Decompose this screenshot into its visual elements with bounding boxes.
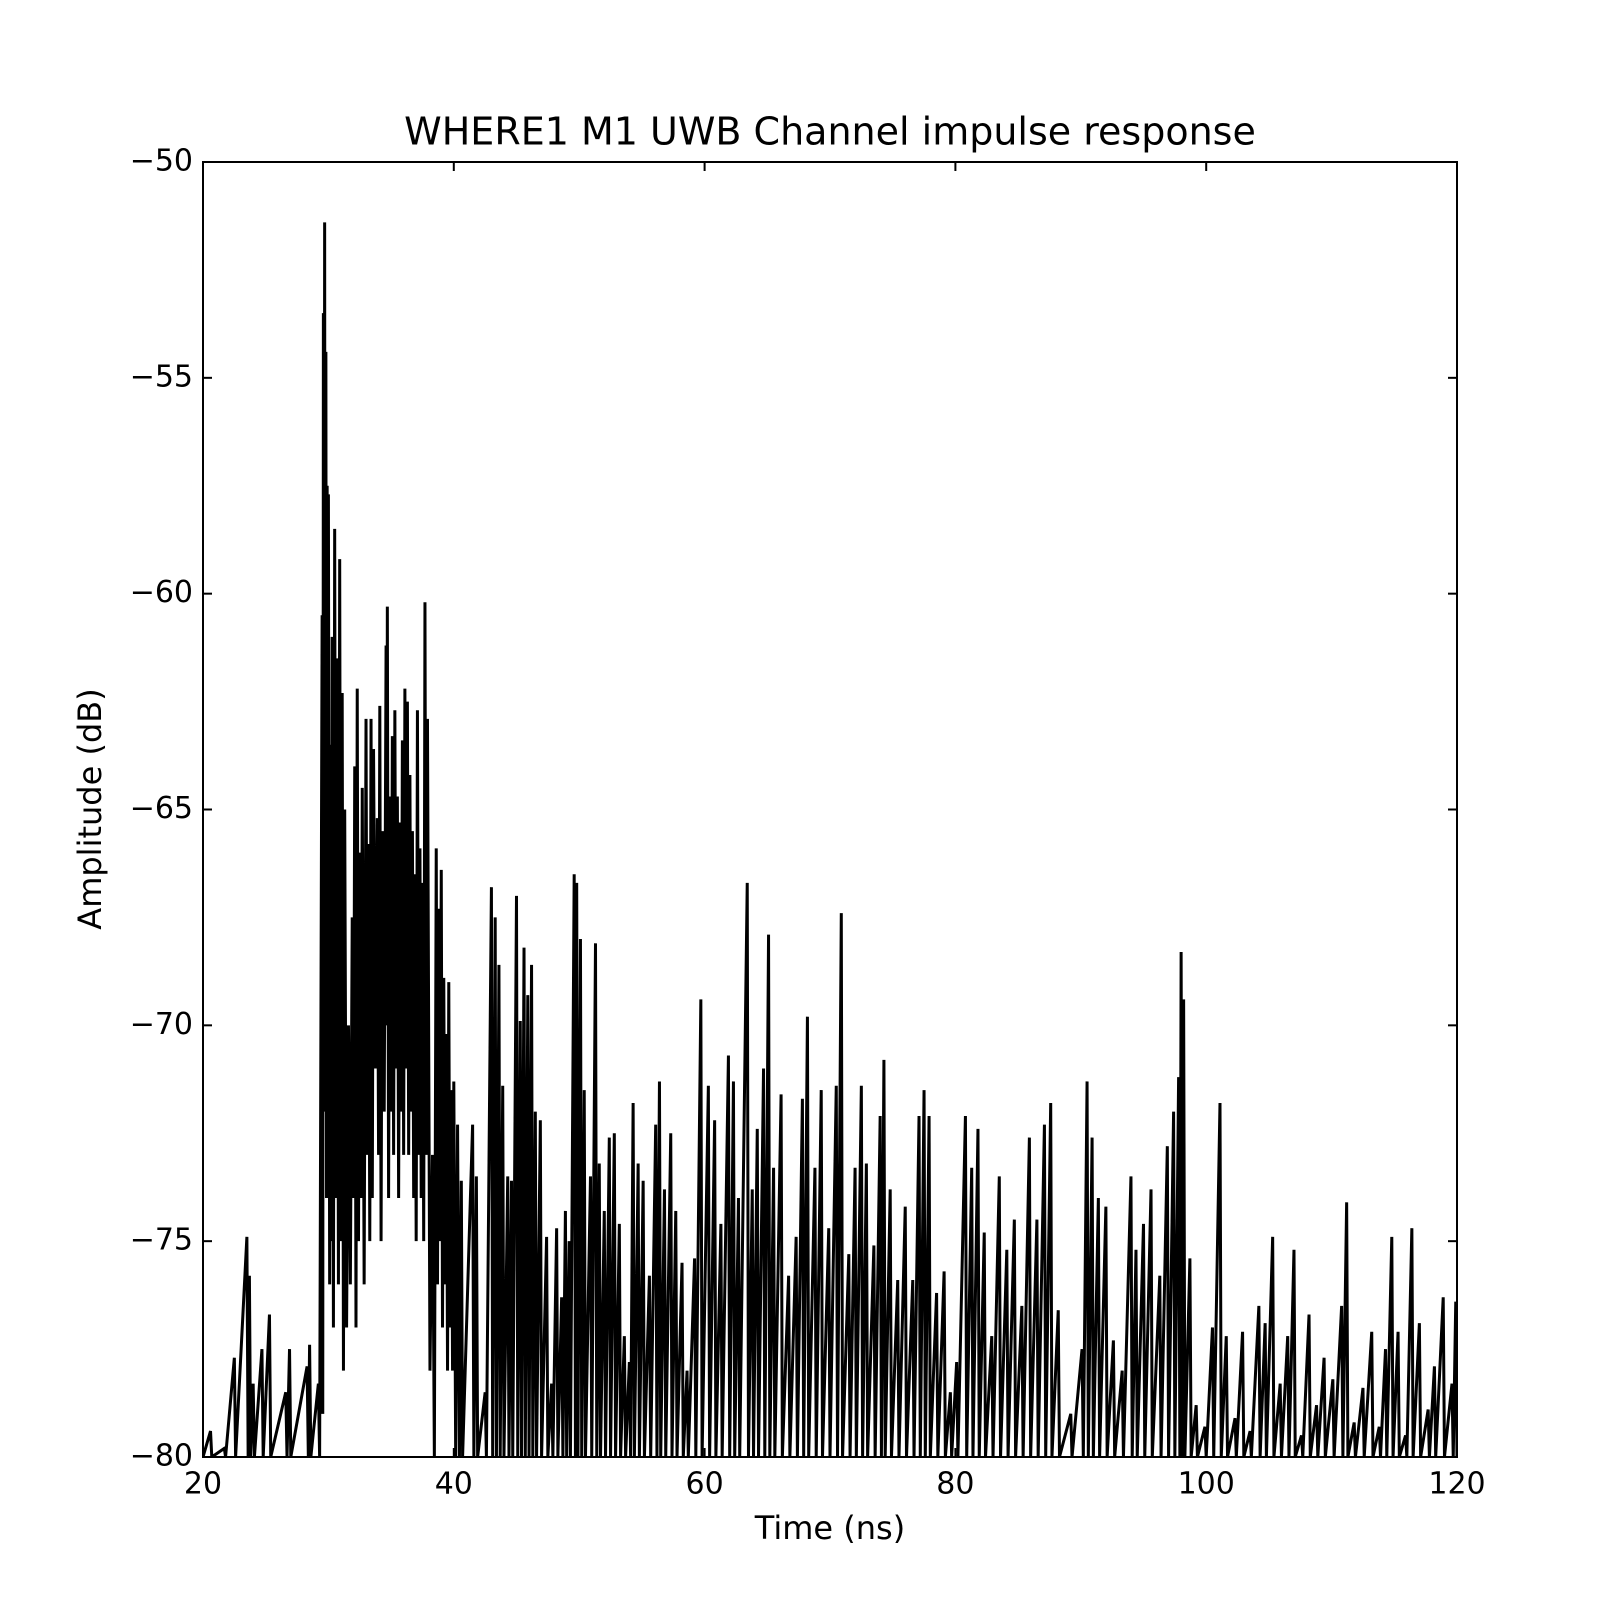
x-tick-label: 100 bbox=[1178, 1467, 1235, 1502]
axes-frame bbox=[202, 161, 1458, 1458]
y-tick-label: −70 bbox=[130, 1007, 193, 1042]
plot-area bbox=[203, 222, 1457, 1457]
y-tick-label: −80 bbox=[130, 1439, 193, 1474]
y-tick-label: −75 bbox=[130, 1223, 193, 1258]
x-axis-label: Time (ns) bbox=[754, 1509, 905, 1547]
x-tick-label: 20 bbox=[184, 1467, 222, 1502]
x-tick-label: 120 bbox=[1428, 1467, 1485, 1502]
y-tick-label: −65 bbox=[130, 791, 193, 826]
chart-title: WHERE1 M1 UWB Channel impulse response bbox=[404, 110, 1256, 154]
x-tick-label: 80 bbox=[936, 1467, 974, 1502]
x-tick-label: 60 bbox=[686, 1467, 724, 1502]
y-tick-label: −50 bbox=[130, 144, 193, 179]
data-line bbox=[203, 222, 1457, 1457]
axes: 20 40 60 80 100 120 −50 −55 −60 −65 −70 −75 −80 bbox=[130, 144, 1486, 1502]
y-tick-label: −55 bbox=[130, 359, 193, 394]
y-axis-label: Amplitude (dB) bbox=[71, 688, 109, 929]
y-tick-label: −60 bbox=[130, 575, 193, 610]
x-tick-label: 40 bbox=[435, 1467, 473, 1502]
